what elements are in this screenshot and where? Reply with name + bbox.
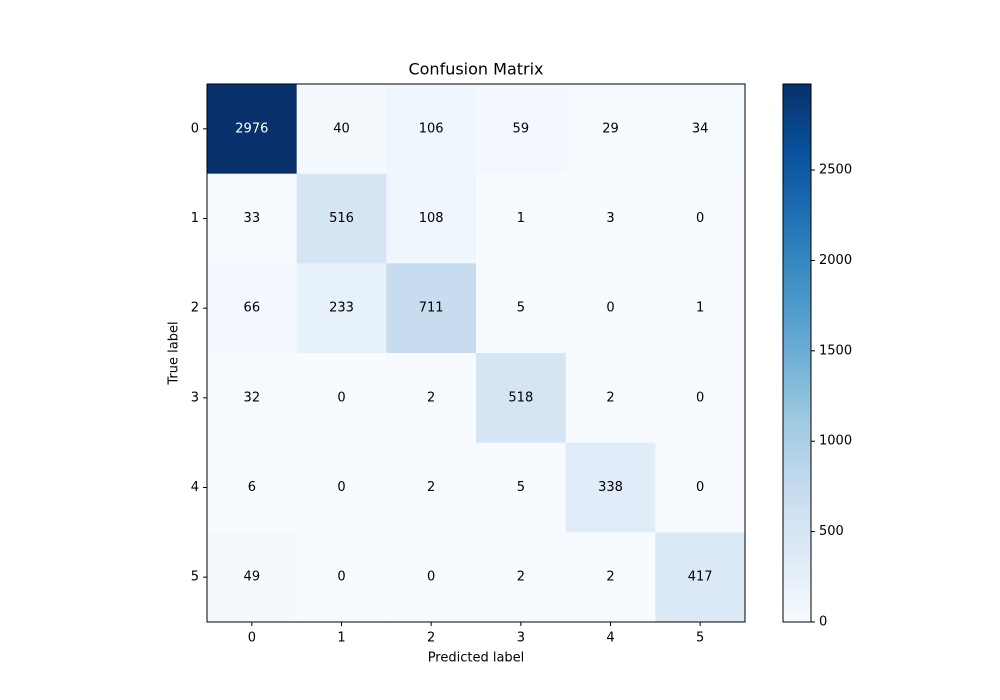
cell — [565, 353, 656, 444]
cell-label: 49 — [244, 570, 261, 585]
cell-label: 29 — [602, 121, 619, 136]
cell — [655, 173, 746, 264]
x-tick-label: 5 — [696, 631, 704, 646]
colorbar-tick-label: 0 — [819, 615, 827, 630]
cell — [386, 353, 477, 444]
cell-label: 1 — [696, 301, 704, 316]
cell — [565, 173, 656, 264]
cell-label: 106 — [419, 121, 444, 136]
cell-label: 711 — [419, 301, 444, 316]
y-tick-label: 5 — [191, 570, 199, 585]
cell — [565, 442, 656, 533]
cell — [296, 532, 387, 623]
cell-label: 516 — [329, 211, 354, 226]
cell — [476, 532, 567, 623]
cell — [386, 442, 477, 533]
cell-label: 2 — [517, 570, 525, 585]
colorbar-tick-label: 2000 — [819, 253, 852, 268]
cell-label: 0 — [337, 570, 345, 585]
cell — [296, 84, 387, 175]
colorbar-tick-label: 1500 — [819, 343, 852, 358]
cell-label: 6 — [248, 480, 256, 495]
cell-label: 2976 — [235, 121, 268, 136]
cell — [655, 532, 746, 623]
cell-label: 33 — [244, 211, 261, 226]
cell-label: 5 — [517, 480, 525, 495]
cell — [207, 173, 298, 264]
plot-frame — [206, 83, 746, 623]
y-tick-label: 3 — [191, 390, 199, 405]
cell — [386, 263, 477, 354]
cell — [655, 263, 746, 354]
y-tick-label: 2 — [191, 301, 199, 316]
x-axis-label: Predicted label — [428, 651, 525, 666]
cell-label: 2 — [606, 390, 614, 405]
cell-label: 40 — [333, 121, 350, 136]
cell-label: 417 — [688, 570, 713, 585]
cell — [476, 173, 567, 264]
x-tick-label: 4 — [606, 631, 614, 646]
cell-label: 66 — [244, 301, 261, 316]
colorbar-tick-label: 1000 — [819, 434, 852, 449]
cell — [565, 532, 656, 623]
y-tick-label: 4 — [191, 480, 199, 495]
cell — [207, 442, 298, 533]
cell — [207, 532, 298, 623]
cell — [476, 84, 567, 175]
cell-label: 34 — [692, 121, 709, 136]
cell-label: 0 — [606, 301, 614, 316]
cell-label: 2 — [427, 480, 435, 495]
cell — [296, 173, 387, 264]
colorbar-tick-label: 500 — [819, 524, 844, 539]
x-tick-label: 2 — [427, 631, 435, 646]
cell — [207, 84, 298, 175]
cell-label: 2 — [427, 390, 435, 405]
cell-label: 59 — [513, 121, 530, 136]
x-tick-label: 3 — [517, 631, 525, 646]
cell-label: 0 — [696, 390, 704, 405]
cell — [386, 532, 477, 623]
cell-label: 0 — [337, 480, 345, 495]
cell — [655, 353, 746, 444]
cell-label: 5 — [517, 301, 525, 316]
cell — [296, 263, 387, 354]
cell — [476, 263, 567, 354]
cell — [476, 353, 567, 444]
cell — [476, 442, 567, 533]
cell — [565, 84, 656, 175]
cell-label: 338 — [598, 480, 623, 495]
cell-label: 233 — [329, 301, 354, 316]
cell — [386, 173, 477, 264]
cell-label: 108 — [419, 211, 444, 226]
y-tick-label: 1 — [191, 211, 199, 226]
cell — [296, 353, 387, 444]
cell — [207, 263, 298, 354]
cell-label: 0 — [696, 480, 704, 495]
x-tick-label: 1 — [337, 631, 345, 646]
cell-label: 0 — [427, 570, 435, 585]
cell-label: 3 — [606, 211, 614, 226]
cell-label: 1 — [517, 211, 525, 226]
cell — [655, 442, 746, 533]
colorbar-tick-label: 2500 — [819, 163, 852, 178]
x-tick-label: 0 — [248, 631, 256, 646]
cell — [655, 84, 746, 175]
chart-title: Confusion Matrix — [408, 60, 543, 79]
y-tick-label: 0 — [191, 121, 199, 136]
colorbar — [782, 83, 812, 623]
cell — [386, 84, 477, 175]
cell-label: 518 — [508, 390, 533, 405]
cell-label: 0 — [337, 390, 345, 405]
y-axis-label: True label — [167, 321, 182, 385]
cell — [565, 263, 656, 354]
cell-label: 32 — [244, 390, 261, 405]
cell-label: 2 — [606, 570, 614, 585]
cell — [296, 442, 387, 533]
cell-label: 0 — [696, 211, 704, 226]
cell — [207, 353, 298, 444]
